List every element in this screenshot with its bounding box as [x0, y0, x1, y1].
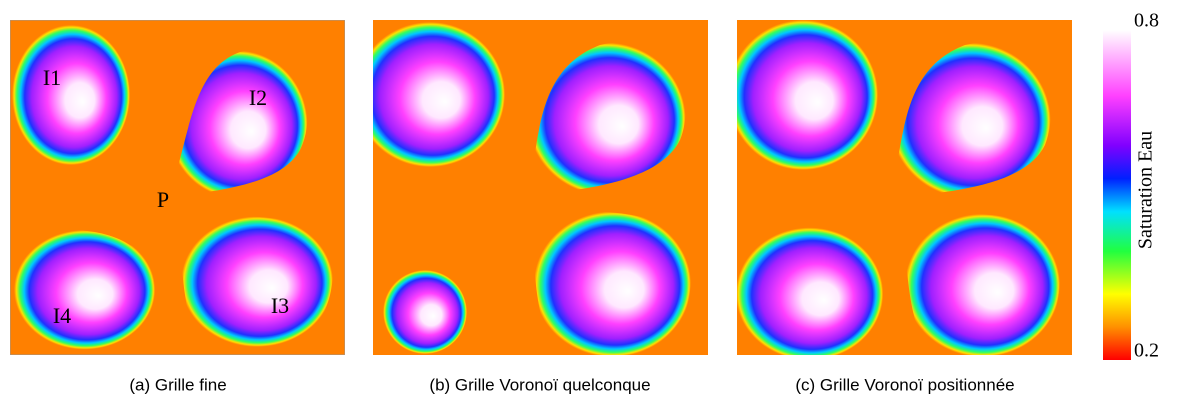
- region-label: I3: [271, 293, 289, 318]
- blob: [890, 42, 1051, 198]
- blob: [737, 20, 878, 170]
- blob: [528, 42, 686, 195]
- blob: [737, 227, 884, 355]
- blob: [383, 270, 467, 354]
- blob: [905, 213, 1061, 355]
- caption: (a) Grille fine: [129, 375, 226, 394]
- colorbar-title: Saturation Eau: [1135, 131, 1157, 249]
- region-label: I1: [43, 65, 61, 90]
- region-label: I4: [53, 303, 71, 328]
- blob: [168, 50, 308, 198]
- blob: [12, 25, 130, 165]
- caption: (b) Grille Voronoï quelconque: [429, 375, 650, 394]
- blob: [181, 216, 333, 347]
- region-label: I2: [249, 85, 267, 110]
- caption: (c) Grille Voronoï positionnée: [795, 375, 1014, 394]
- panel-c: [737, 20, 1072, 355]
- colorbar-min: 0.2: [1134, 340, 1159, 362]
- colorbar-max: 0.8: [1134, 10, 1159, 32]
- panel-b: [373, 20, 708, 355]
- panel-a: [10, 20, 345, 355]
- blob: [14, 230, 156, 350]
- colorbar: [1103, 30, 1131, 360]
- point-label: P: [157, 187, 169, 212]
- blob: [533, 211, 691, 355]
- blob: [373, 22, 505, 167]
